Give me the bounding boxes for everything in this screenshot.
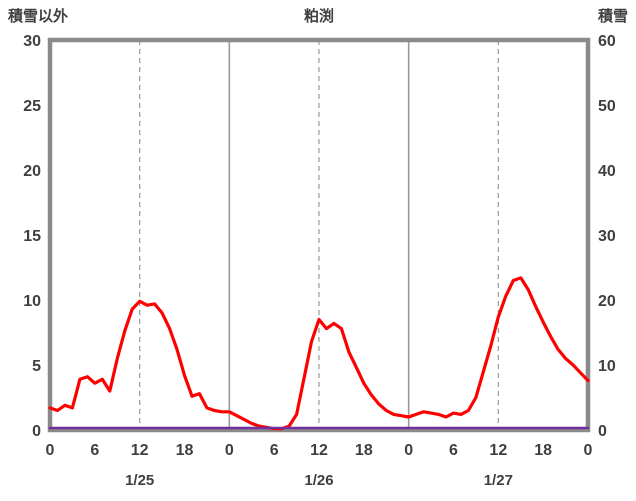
hour-tick-label: 18 — [355, 442, 373, 459]
left-axis-tick-label: 30 — [23, 33, 41, 50]
station-title: 粕渕 — [303, 8, 335, 25]
right-axis-tick-label: 50 — [598, 98, 616, 115]
right-axis-tick-label: 40 — [598, 163, 616, 180]
left-axis-title: 積雪以外 — [8, 8, 69, 25]
right-axis-tick-label: 30 — [598, 228, 616, 245]
hour-tick-label: 12 — [310, 442, 328, 459]
right-axis-tick-label: 0 — [598, 423, 607, 440]
date-label: 1/26 — [304, 472, 333, 489]
date-label: 1/27 — [484, 472, 513, 489]
series-line-non-snow — [48, 276, 590, 431]
left-axis-tick-label: 15 — [23, 228, 41, 245]
hour-tick-label: 12 — [131, 442, 149, 459]
left-axis-tick-label: 20 — [23, 163, 41, 180]
hour-tick-label: 12 — [489, 442, 507, 459]
left-axis-tick-label: 10 — [23, 293, 41, 310]
right-axis-tick-label: 10 — [598, 358, 616, 375]
left-axis-tick-label: 25 — [23, 98, 41, 115]
date-label: 1/25 — [125, 472, 154, 489]
right-axis-title: 積雪 — [597, 8, 628, 25]
hour-tick-label: 18 — [176, 442, 194, 459]
hour-tick-label: 18 — [534, 442, 552, 459]
hour-tick-label: 6 — [449, 442, 458, 459]
right-axis-tick-label: 60 — [598, 33, 616, 50]
hour-tick-label: 0 — [404, 442, 413, 459]
hour-tick-label: 0 — [225, 442, 234, 459]
hour-tick-label: 0 — [584, 442, 593, 459]
hour-tick-label: 6 — [270, 442, 279, 459]
hour-tick-label: 6 — [90, 442, 99, 459]
left-axis-tick-label: 5 — [32, 358, 41, 375]
series-group — [48, 276, 590, 431]
frame-group — [47, 37, 591, 433]
hour-tick-label: 0 — [46, 442, 55, 459]
gridlines-group — [139, 40, 499, 430]
left-axis-tick-label: 0 — [32, 423, 41, 440]
right-axis-tick-label: 20 — [598, 293, 616, 310]
labels-group: 0 5 10 15 20 25 30 0 10 20 30 40 50 60 0 6 12 18 0 6 12 18 0 6 1… — [23, 33, 616, 489]
plot-frame — [47, 37, 591, 433]
